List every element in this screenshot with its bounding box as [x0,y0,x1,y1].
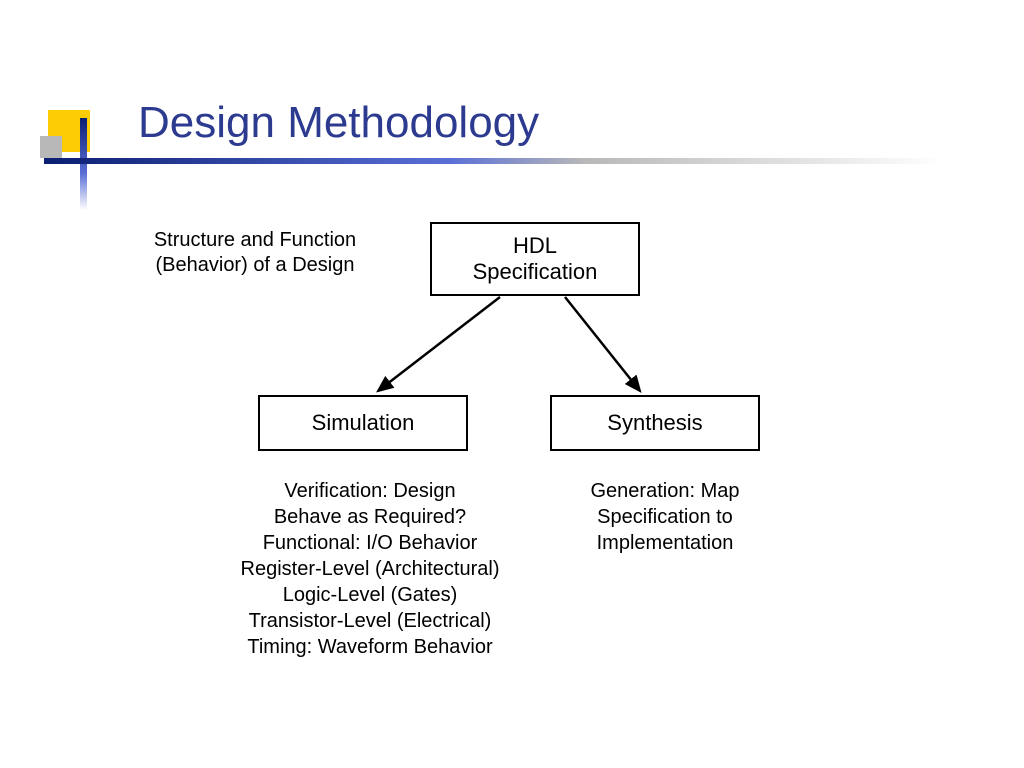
edge-hdl-to-sim [378,297,500,391]
node-synthesis: Synthesis [550,395,760,451]
simulation-description: Verification: Design Behave as Required?… [200,478,540,660]
node-simulation: Simulation [258,395,468,451]
title-decoration [40,110,130,200]
decor-blue-vertical [80,118,87,210]
edge-hdl-to-syn [565,297,640,391]
synthesis-description: Generation: Map Specification to Impleme… [560,478,770,556]
node-hdl-specification: HDL Specification [430,222,640,296]
decor-blue-horizontal [44,158,944,164]
decor-grey-square [40,136,62,158]
hdl-annotation: Structure and Function (Behavior) of a D… [120,228,390,278]
slide-title: Design Methodology [138,98,539,148]
